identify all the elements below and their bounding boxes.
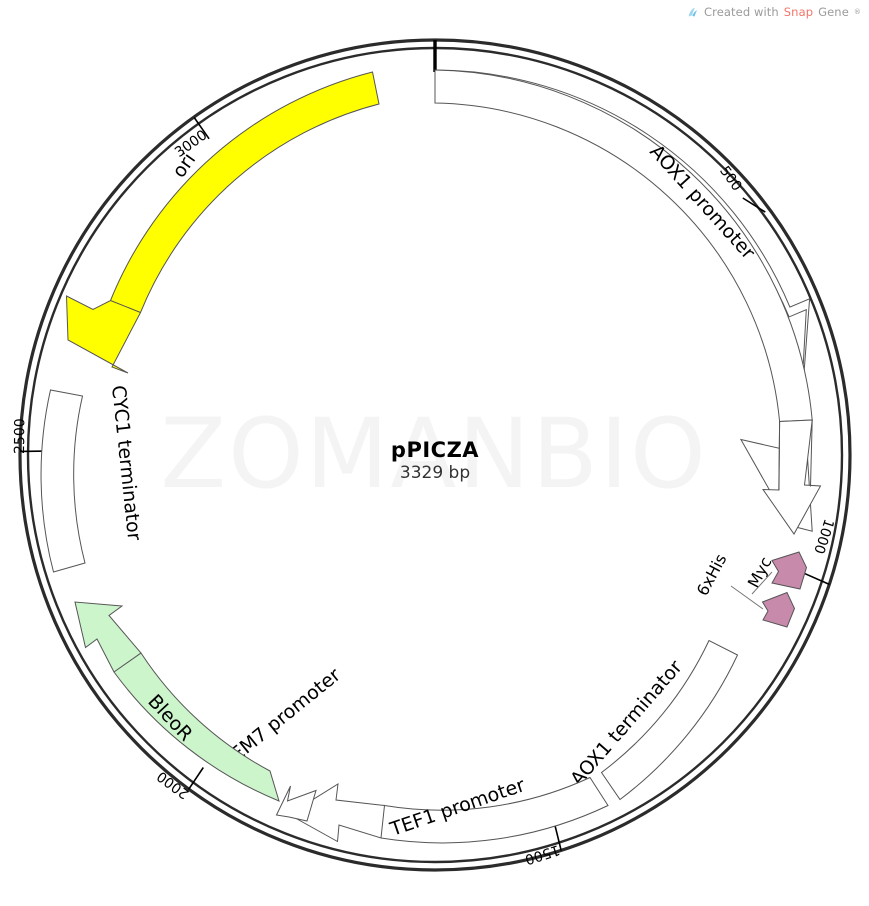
plasmid-name: pPICZA xyxy=(391,438,479,462)
credit-brand-snap: Snap xyxy=(783,5,814,19)
leader-line-6xhis xyxy=(730,585,764,610)
feature-ori[interactable] xyxy=(65,71,380,374)
feature-label-em7-promoter: EM7 promoter xyxy=(226,664,345,766)
snapgene-logo-icon xyxy=(686,6,699,19)
feature-em7-promoter[interactable] xyxy=(275,785,317,822)
feature-myc[interactable] xyxy=(771,551,808,590)
tick-1500-label: 1500 xyxy=(523,841,562,867)
credit-brand-gene: Gene xyxy=(818,5,849,19)
feature-label-aox1-promoter: AOX1 promoter xyxy=(645,141,759,264)
feature-bleor[interactable] xyxy=(74,601,280,802)
feature-6xhis[interactable] xyxy=(761,591,796,628)
feature-aox1-promoter[interactable] xyxy=(434,69,822,535)
watermark-text: ZOMANBIO xyxy=(160,398,707,510)
plasmid-size: 3329 bp xyxy=(400,463,470,483)
leader-line-myc xyxy=(751,571,773,595)
tick-2000-label: 2000 xyxy=(154,768,192,802)
tick-500-label: 500 xyxy=(716,163,745,194)
snapgene-credit: Created with Snap Gene ® xyxy=(686,2,861,22)
feature-cyc1-terminator[interactable] xyxy=(40,389,86,573)
feature-label-cyc1-terminator: CYC1 terminator xyxy=(107,384,145,542)
tick-2500-label: 2500 xyxy=(12,418,28,454)
feature-aox1-terminator[interactable] xyxy=(600,639,739,801)
credit-registered-mark: ® xyxy=(853,8,861,16)
credit-prefix: Created with xyxy=(704,5,779,19)
tick-1000-label: 1000 xyxy=(810,517,836,556)
feature-label-6xhis: 6xHis xyxy=(693,551,731,599)
